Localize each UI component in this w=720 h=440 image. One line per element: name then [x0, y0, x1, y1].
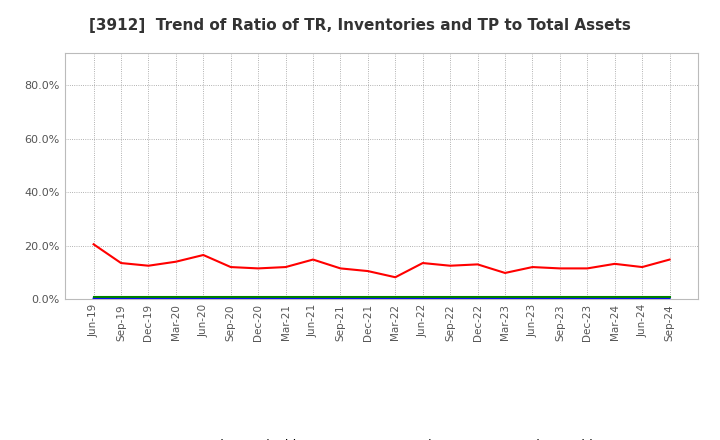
Trade Receivables: [309, 257, 318, 262]
Inventories: [473, 296, 482, 301]
Inventories: [583, 296, 592, 301]
Trade Payables: [199, 294, 207, 300]
Inventories: [638, 296, 647, 301]
Inventories: [446, 296, 454, 301]
Trade Payables: [282, 294, 290, 300]
Trade Receivables: [226, 264, 235, 270]
Inventories: [556, 296, 564, 301]
Trade Payables: [309, 294, 318, 300]
Trade Receivables: [336, 266, 345, 271]
Trade Payables: [144, 294, 153, 300]
Trade Payables: [336, 294, 345, 300]
Trade Payables: [391, 294, 400, 300]
Inventories: [226, 296, 235, 301]
Legend: Trade Receivables, Inventories, Trade Payables: Trade Receivables, Inventories, Trade Pa…: [151, 433, 612, 440]
Inventories: [309, 296, 318, 301]
Text: [3912]  Trend of Ratio of TR, Inventories and TP to Total Assets: [3912] Trend of Ratio of TR, Inventories…: [89, 18, 631, 33]
Trade Payables: [226, 294, 235, 300]
Trade Payables: [665, 294, 674, 300]
Trade Payables: [528, 294, 537, 300]
Trade Payables: [500, 294, 509, 300]
Trade Receivables: [528, 264, 537, 270]
Inventories: [144, 296, 153, 301]
Trade Receivables: [583, 266, 592, 271]
Inventories: [282, 296, 290, 301]
Trade Payables: [364, 294, 372, 300]
Inventories: [171, 296, 180, 301]
Trade Receivables: [638, 264, 647, 270]
Trade Receivables: [199, 253, 207, 258]
Trade Payables: [556, 294, 564, 300]
Inventories: [254, 296, 263, 301]
Trade Receivables: [446, 263, 454, 268]
Trade Receivables: [171, 259, 180, 264]
Trade Receivables: [473, 262, 482, 267]
Trade Receivables: [282, 264, 290, 270]
Trade Receivables: [500, 270, 509, 275]
Trade Receivables: [254, 266, 263, 271]
Inventories: [117, 296, 125, 301]
Inventories: [665, 296, 674, 301]
Inventories: [364, 296, 372, 301]
Trade Payables: [473, 294, 482, 300]
Inventories: [199, 296, 207, 301]
Trade Receivables: [117, 260, 125, 266]
Trade Payables: [89, 294, 98, 300]
Trade Payables: [446, 294, 454, 300]
Trade Payables: [171, 294, 180, 300]
Inventories: [611, 296, 619, 301]
Inventories: [336, 296, 345, 301]
Trade Receivables: [89, 242, 98, 247]
Inventories: [528, 296, 537, 301]
Trade Payables: [418, 294, 427, 300]
Trade Receivables: [391, 275, 400, 280]
Trade Receivables: [556, 266, 564, 271]
Trade Payables: [638, 294, 647, 300]
Inventories: [418, 296, 427, 301]
Trade Receivables: [144, 263, 153, 268]
Inventories: [89, 296, 98, 301]
Line: Trade Receivables: Trade Receivables: [94, 244, 670, 277]
Inventories: [391, 296, 400, 301]
Trade Payables: [583, 294, 592, 300]
Trade Payables: [117, 294, 125, 300]
Trade Receivables: [665, 257, 674, 262]
Trade Payables: [254, 294, 263, 300]
Trade Receivables: [611, 261, 619, 267]
Trade Payables: [611, 294, 619, 300]
Inventories: [500, 296, 509, 301]
Trade Receivables: [364, 268, 372, 274]
Trade Receivables: [418, 260, 427, 266]
